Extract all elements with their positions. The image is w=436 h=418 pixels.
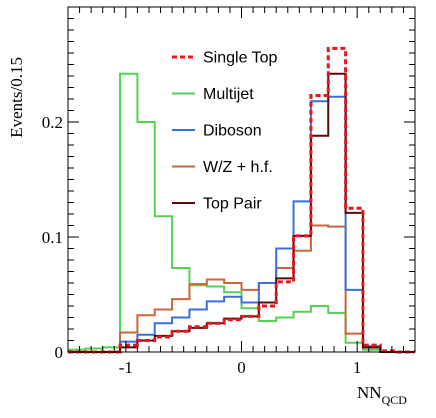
x-tick-label: -1 — [119, 358, 133, 377]
legend-entry-label: Top Pair — [203, 196, 262, 213]
tick-labels: -1 0 1 0 0.1 0.2 — [42, 113, 362, 377]
legend: Single Top Multijet Diboson W/Z + h.f. Top P… — [172, 50, 278, 213]
y-tick-label: 0 — [55, 343, 64, 362]
legend-entry-label: W/Z + h.f. — [203, 159, 273, 176]
legend-entry-label: Single Top — [203, 50, 278, 67]
x-axis-label-main: NN — [357, 383, 382, 402]
series-layer — [68, 46, 415, 354]
series-w-z-h-f — [68, 224, 415, 353]
axis-ticks — [67, 6, 416, 353]
y-axis-label: Events/0.15 — [7, 57, 26, 138]
x-axis-label-subscript: QCD — [382, 393, 408, 407]
x-tick-label: 0 — [237, 358, 246, 377]
series-diboson — [68, 95, 415, 353]
x-axis-label: NNQCD — [357, 383, 407, 407]
legend-entry-label: Multijet — [203, 86, 254, 103]
legend-entry-label: Diboson — [203, 123, 262, 140]
x-tick-label: 1 — [353, 358, 362, 377]
y-tick-label: 0.2 — [42, 113, 63, 132]
series-single-top — [68, 46, 415, 354]
y-tick-label: 0.1 — [42, 228, 63, 247]
